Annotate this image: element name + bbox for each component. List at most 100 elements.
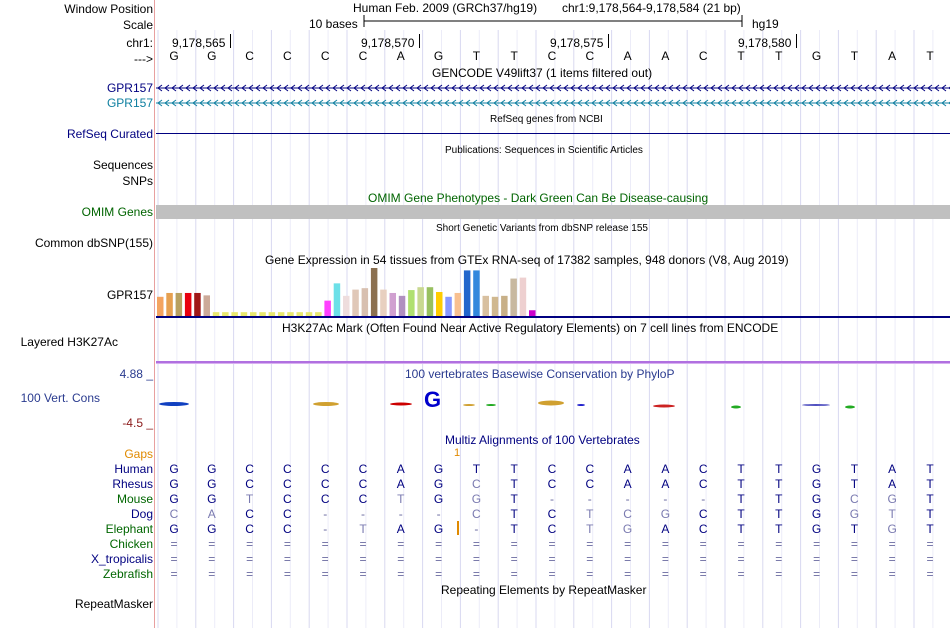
- strand-arrow: [269, 84, 275, 92]
- strand-arrow: [577, 99, 583, 107]
- track-label-species[interactable]: Rhesus: [112, 477, 153, 491]
- gtex-tissue-bar: [529, 310, 536, 316]
- alignment-base: C: [623, 507, 632, 521]
- strand-arrow: [374, 99, 380, 107]
- reference-base: T: [850, 49, 859, 63]
- strand-arrow: [787, 99, 793, 107]
- reference-base: T: [737, 49, 745, 63]
- alignment-base: C: [320, 492, 330, 506]
- strand-arrow: [899, 99, 905, 107]
- track-label-gencode-1[interactable]: GPR157: [106, 81, 153, 95]
- strand-arrow: [759, 99, 765, 107]
- strand-arrow: [633, 84, 639, 92]
- track-label-species[interactable]: Zebrafish: [102, 567, 153, 581]
- gtex-tissue-bar: [259, 312, 266, 316]
- strand-arrow: [262, 84, 268, 92]
- strand-arrow: [297, 99, 303, 107]
- gap-marker[interactable]: 1: [454, 447, 461, 459]
- strand-arrow: [178, 84, 184, 92]
- track-label-gencode-2[interactable]: GPR157: [106, 96, 153, 110]
- strand-arrow: [444, 84, 450, 92]
- gtex-tissue-bar: [157, 296, 164, 316]
- strand-arrow: [549, 84, 555, 92]
- reference-base: C: [698, 49, 708, 63]
- strand-arrow: [171, 84, 177, 92]
- track-label-species[interactable]: Chicken: [109, 537, 153, 551]
- strand-arrow: [437, 99, 443, 107]
- strand-arrow: [647, 99, 653, 107]
- gtex-bar-chart[interactable]: [156, 268, 542, 316]
- track-label-species[interactable]: Human: [114, 462, 153, 476]
- gtex-tissue-bar: [380, 289, 387, 316]
- phylop-mark: [486, 404, 496, 406]
- gap-insertion-marker[interactable]: [457, 521, 459, 535]
- reference-base: T: [926, 49, 934, 63]
- alignment-base: T: [888, 507, 896, 521]
- strand-arrow: [437, 84, 443, 92]
- h3k27ac-signal-line[interactable]: [156, 361, 950, 363]
- gtex-tissue-bar: [268, 312, 276, 316]
- strand-arrow: [192, 99, 198, 107]
- strand-arrow: [675, 84, 681, 92]
- gtex-tissue-bar: [361, 288, 369, 316]
- alignment-base: C: [245, 462, 254, 476]
- alignment-base: =: [699, 552, 707, 566]
- track-label-refseq[interactable]: RefSeq Curated: [66, 127, 153, 141]
- track-label-snps[interactable]: SNPs: [122, 174, 153, 188]
- strand-arrow: [220, 99, 226, 107]
- track-label-gtex[interactable]: GPR157: [106, 288, 153, 302]
- alignment-base: C: [698, 507, 708, 521]
- gtex-tissue-bar: [454, 292, 462, 316]
- track-label-dbsnp[interactable]: Common dbSNP(155): [34, 236, 153, 250]
- alignment-base: G: [887, 522, 897, 536]
- omim-gene-bar[interactable]: [156, 205, 950, 219]
- strand-arrow: [563, 84, 569, 92]
- alignment-base: C: [358, 477, 368, 491]
- track-label-cons[interactable]: 100 Vert. Cons: [20, 391, 100, 405]
- alignment-base: =: [208, 537, 216, 551]
- alignment-base: T: [737, 507, 745, 521]
- track-label-species[interactable]: Elephant: [105, 522, 153, 536]
- multiz-track-title: Multiz Alignments of 100 Vertebrates: [445, 433, 640, 447]
- track-label-species[interactable]: X_tropicalis: [90, 552, 153, 566]
- alignment-base: C: [698, 522, 708, 536]
- strand-arrow: [829, 84, 835, 92]
- alignment-base: G: [207, 522, 217, 536]
- gtex-tissue-bar: [445, 296, 452, 316]
- gencode-gene-models[interactable]: [156, 82, 950, 112]
- alignment-base: A: [396, 522, 405, 536]
- alignment-base: =: [321, 552, 329, 566]
- strand-arrow: [542, 84, 548, 92]
- gtex-tissue-bar: [482, 295, 489, 316]
- strand-arrow: [402, 84, 408, 92]
- strand-arrow: [458, 99, 464, 107]
- refseq-gene-line[interactable]: [156, 133, 950, 134]
- track-label-repeatmasker[interactable]: RepeatMasker: [74, 597, 153, 611]
- strand-arrow: [598, 99, 604, 107]
- phylop-logo[interactable]: G: [156, 388, 950, 418]
- strand-arrow: [745, 99, 751, 107]
- alignment-base: =: [435, 552, 443, 566]
- alignment-base: T: [737, 492, 745, 506]
- alignment-base: =: [321, 567, 329, 581]
- strand-arrow: [500, 84, 506, 92]
- track-label-species[interactable]: Dog: [130, 507, 153, 521]
- alignment-base: =: [397, 552, 405, 566]
- reference-base: T: [775, 49, 783, 63]
- strand-arrow: [871, 84, 877, 92]
- gtex-tissue-bar: [184, 292, 192, 316]
- strand-arrow: [864, 84, 870, 92]
- alignment-base: C: [698, 462, 708, 476]
- alignment-base: =: [472, 552, 480, 566]
- strand-arrow: [493, 99, 499, 107]
- track-label-species[interactable]: Mouse: [116, 492, 153, 506]
- strand-arrow: [339, 99, 345, 107]
- track-label-omim[interactable]: OMIM Genes: [81, 205, 153, 219]
- alignment-base: =: [472, 537, 480, 551]
- reference-base: C: [358, 49, 368, 63]
- track-label-gaps[interactable]: Gaps: [124, 447, 153, 461]
- alignment-base: =: [586, 567, 594, 581]
- track-label-h3k27ac[interactable]: Layered H3K27Ac: [20, 335, 118, 349]
- track-label-sequences[interactable]: Sequences: [92, 158, 153, 172]
- reference-base: G: [811, 49, 822, 63]
